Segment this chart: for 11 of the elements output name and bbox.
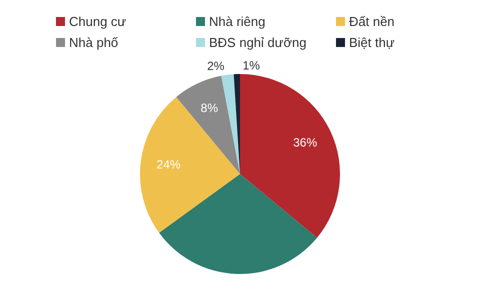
- legend-label: BĐS nghỉ dưỡng: [209, 35, 306, 50]
- data-label: 8%: [200, 101, 218, 116]
- data-label: 36%: [293, 136, 318, 150]
- data-label: 24%: [156, 157, 181, 172]
- data-label: 2%: [207, 59, 225, 74]
- legend-label: Biệt thự: [349, 35, 395, 50]
- legend-label: Chung cư: [69, 14, 126, 29]
- legend-label: Nhà riêng: [209, 14, 266, 29]
- legend-label: Nhà phố: [69, 35, 118, 50]
- legend-label: Đất nền: [349, 14, 395, 29]
- data-label: 1%: [242, 58, 260, 72]
